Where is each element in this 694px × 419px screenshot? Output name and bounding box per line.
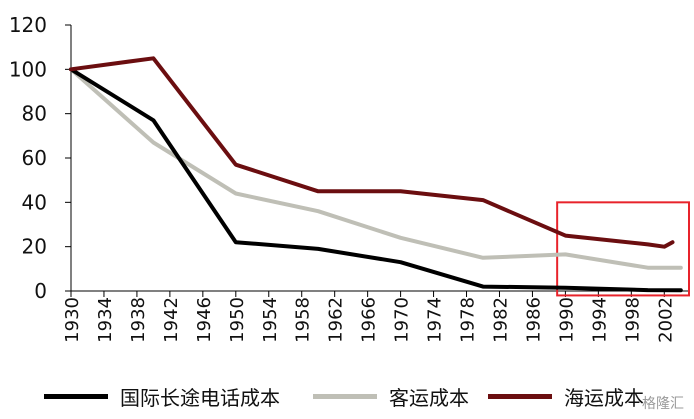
legend-item-intl-call: 国际长途电话成本 [44,378,280,414]
x-tick-label: 1934 [95,297,116,343]
legend-swatch [488,393,552,399]
legend: 国际长途电话成本 客运成本 海运成本 [0,378,694,414]
y-tick-label: 0 [34,279,47,303]
y-axis: 0 20 40 60 80 100 120 [9,13,72,303]
x-tick-label: 1954 [260,297,281,343]
x-tick-label: 1962 [326,297,347,343]
watermark: 格隆汇 [642,396,684,412]
legend-label: 海运成本 [564,385,644,410]
x-tick-label: 1998 [622,297,643,343]
x-tick-label: 1950 [227,297,248,343]
x-tick-label: 1982 [490,297,511,343]
series-line-0 [69,67,683,293]
x-tick-label: 1970 [392,297,413,343]
y-tick-label: 120 [9,13,47,37]
x-tick-label: 1930 [62,297,83,343]
x-tick-label: 1978 [458,297,479,343]
x-tick-label: 1946 [194,297,215,343]
x-tick-label: 1942 [161,297,182,343]
legend-item-shipping: 海运成本 [488,378,644,414]
y-tick-label: 60 [22,146,47,170]
legend-label: 国际长途电话成本 [120,385,280,410]
series-lines [69,56,683,293]
x-tick-label: 1986 [523,297,544,343]
y-tick-label: 40 [22,190,47,214]
x-tick-label: 1994 [589,297,610,343]
y-tick-label: 80 [22,102,47,126]
x-axis: 1930 1934 1938 1942 1946 1950 1954 1958 1962 1966… [62,290,689,343]
highlight-box [556,201,690,297]
annotation-layer [556,201,690,297]
x-tick-label: 1966 [359,297,380,343]
x-tick-label: 1938 [128,297,149,343]
legend-label: 客运成本 [389,385,469,410]
y-tick-label: 100 [9,57,47,81]
x-tick-label: 1990 [556,297,577,343]
legend-swatch [313,393,377,399]
legend-swatch [44,393,108,399]
series-line-2 [69,56,675,249]
x-tick-label: 1974 [425,297,446,343]
y-tick-label: 20 [22,235,47,259]
x-tick-label: 2002 [655,297,676,343]
x-tick-label: 1958 [293,297,314,343]
legend-item-passenger: 客运成本 [313,378,469,414]
